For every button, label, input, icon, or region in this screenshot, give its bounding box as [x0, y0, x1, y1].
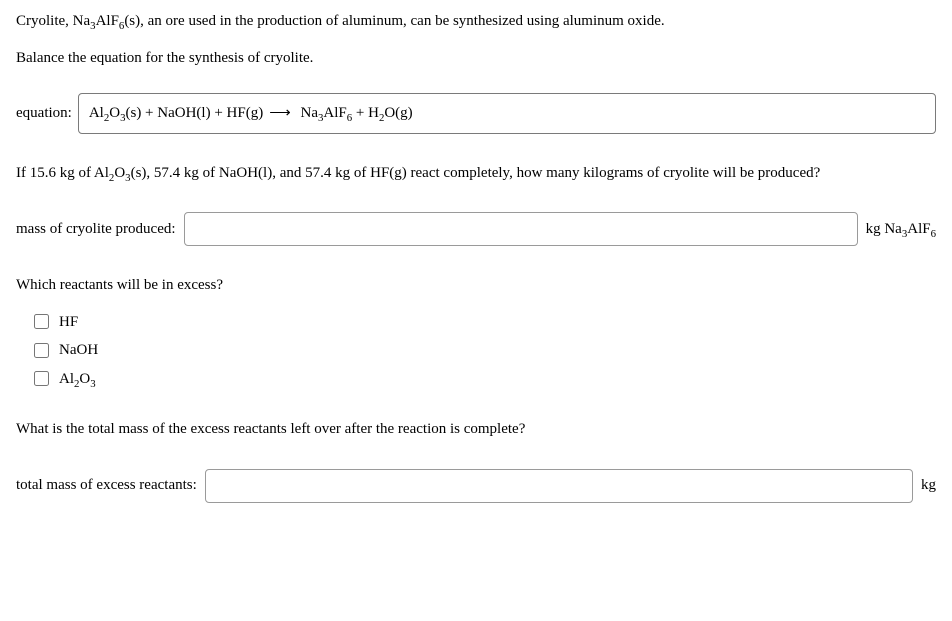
- eq-text: Al: [89, 105, 104, 121]
- arrow-icon: ⟶: [269, 102, 291, 125]
- text: Al: [59, 371, 74, 387]
- eq-text: O: [109, 105, 120, 121]
- text: kg Na: [866, 221, 902, 237]
- eq-text: Na: [297, 105, 318, 121]
- question-2: If 15.6 kg of Al2O3(s), 57.4 kg of NaOH(…: [16, 162, 936, 185]
- option-al2o3: Al2O3: [30, 368, 936, 391]
- text: (s), an ore used in the production of al…: [124, 13, 664, 29]
- text: AlF: [96, 13, 119, 29]
- excess-question: Which reactants will be in excess?: [16, 274, 936, 297]
- total-input[interactable]: [205, 469, 913, 503]
- checkbox-hf[interactable]: [34, 314, 49, 329]
- sub: 6: [931, 228, 936, 240]
- text: O: [79, 371, 90, 387]
- total-label: total mass of excess reactants:: [16, 474, 197, 497]
- eq-text: AlF: [323, 105, 346, 121]
- text: If 15.6 kg of Al: [16, 165, 109, 181]
- total-unit: kg: [921, 474, 936, 497]
- text: AlF: [907, 221, 930, 237]
- text: Cryolite, Na: [16, 13, 90, 29]
- equation-label: equation:: [16, 102, 72, 125]
- checkbox-al2o3[interactable]: [34, 371, 49, 386]
- option-naoh: NaOH: [30, 339, 936, 362]
- text: O: [114, 165, 125, 181]
- mass-row: mass of cryolite produced: kg Na3AlF6: [16, 212, 936, 246]
- sub: 3: [90, 378, 95, 390]
- mass-input[interactable]: [184, 212, 858, 246]
- total-row: total mass of excess reactants: kg: [16, 469, 936, 503]
- intro-line-2: Balance the equation for the synthesis o…: [16, 47, 936, 70]
- mass-unit: kg Na3AlF6: [866, 218, 936, 241]
- option-label: Al2O3: [59, 368, 96, 391]
- eq-text: (s) + NaOH(l) + HF(g): [125, 105, 263, 121]
- equation-input[interactable]: Al2O3(s) + NaOH(l) + HF(g)⟶ Na3AlF6 + H2…: [78, 93, 936, 134]
- checkbox-naoh[interactable]: [34, 343, 49, 358]
- mass-label: mass of cryolite produced:: [16, 218, 176, 241]
- intro-line-1: Cryolite, Na3AlF6(s), an ore used in the…: [16, 10, 936, 33]
- option-label: NaOH: [59, 339, 98, 362]
- option-label: HF: [59, 311, 78, 334]
- text: (s), 57.4 kg of NaOH(l), and 57.4 kg of …: [131, 165, 821, 181]
- eq-text: O(g): [384, 105, 412, 121]
- option-hf: HF: [30, 311, 936, 334]
- eq-text: + H: [352, 105, 379, 121]
- equation-row: equation: Al2O3(s) + NaOH(l) + HF(g)⟶ Na…: [16, 93, 936, 134]
- question-3: What is the total mass of the excess rea…: [16, 418, 936, 441]
